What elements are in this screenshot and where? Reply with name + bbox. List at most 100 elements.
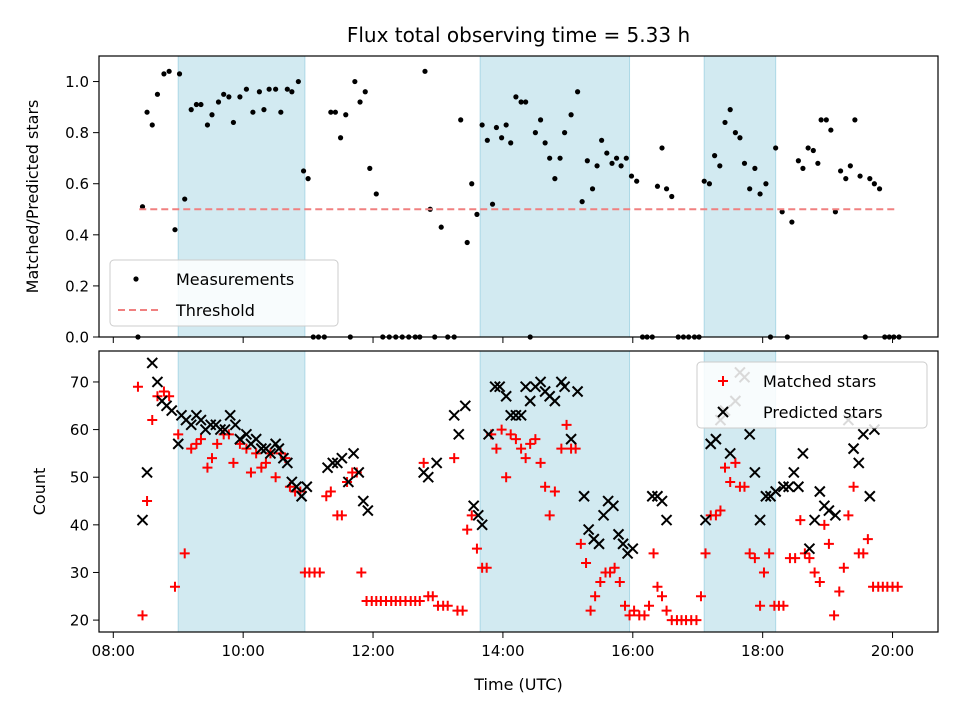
- ratio-panel: 0.0 0.2 0.4 0.6 0.8 1.0 Matched/Predicted star…: [23, 55, 939, 347]
- legend-marker: [718, 376, 728, 386]
- x-tick-label: 10:00: [222, 642, 265, 660]
- predicted-stars-point: [430, 457, 443, 469]
- measurement-point: [712, 153, 718, 159]
- y-tick-label: 1.0: [65, 73, 89, 91]
- predicted-stars-point: [151, 376, 164, 388]
- predicted-stars-point: [264, 447, 277, 460]
- measurement-point: [805, 145, 811, 151]
- predicted-stars-point: [234, 433, 246, 445]
- matched-stars-point: [228, 457, 239, 468]
- measurement-point: [737, 135, 743, 141]
- matched-stars-point: [260, 457, 271, 468]
- measurement-point: [659, 145, 665, 151]
- measurement-point: [773, 145, 779, 151]
- measurement-point: [763, 181, 769, 187]
- predicted-stars-point: [467, 500, 480, 512]
- matched-stars-point: [652, 581, 663, 592]
- measurement-point: [795, 158, 801, 164]
- matched-stars-point: [137, 610, 148, 621]
- matched-stars-point: [336, 510, 347, 521]
- measurement-point: [144, 109, 150, 115]
- matched-stars-point: [814, 576, 825, 587]
- predicted-stars-point: [301, 481, 313, 493]
- predicted-stars-point: [582, 523, 595, 536]
- matched-stars-point: [202, 462, 213, 473]
- y-tick-label: 20: [70, 612, 89, 630]
- measurement-point: [557, 155, 563, 161]
- predicted-stars-point: [792, 481, 805, 493]
- matched-stars-point: [648, 548, 659, 559]
- predicted-stars-point: [353, 466, 365, 479]
- measurement-point: [489, 201, 496, 207]
- y-tick-label: 70: [70, 373, 89, 391]
- matched-stars-point: [535, 457, 546, 468]
- predicted-stars-point: [607, 500, 620, 512]
- measurement-point: [266, 86, 272, 92]
- predicted-stars-point: [255, 442, 268, 455]
- measurement-point: [594, 163, 600, 169]
- matched-stars-point: [661, 605, 672, 616]
- x-axis-label: Time (UTC): [473, 675, 562, 694]
- measurement-point: [284, 86, 290, 92]
- measurement-point: [589, 186, 596, 192]
- matched-stars-point: [186, 443, 197, 454]
- matched-stars-point: [764, 548, 775, 559]
- measurement-point: [532, 130, 538, 136]
- matched-stars-point: [147, 415, 158, 426]
- observing-window-2: [479, 55, 631, 338]
- measurement-point: [499, 135, 505, 141]
- matched-stars-point: [834, 586, 845, 597]
- measurement-point: [474, 211, 480, 217]
- predicted-stars-point: [857, 428, 870, 441]
- legend-box: [109, 259, 339, 327]
- measurement-point: [367, 165, 373, 171]
- legend: Matched stars Predicted stars: [696, 361, 928, 429]
- measurement-point: [609, 160, 615, 166]
- measurement-point: [362, 89, 368, 95]
- predicted-stars-point: [534, 376, 547, 388]
- measurement-point: [176, 71, 183, 77]
- predicted-stars-point: [656, 495, 668, 507]
- measurement-point: [613, 155, 620, 161]
- matched-stars-point: [418, 457, 429, 468]
- x-tick-label: 12:00: [351, 642, 394, 660]
- predicted-stars-point: [847, 442, 860, 455]
- legend-label: Predicted stars: [763, 403, 883, 422]
- measurement-point: [752, 165, 758, 171]
- predicted-stars-point: [240, 428, 253, 441]
- matched-stars-point: [356, 567, 367, 578]
- predicted-stars-point: [782, 481, 795, 493]
- axes-frame: [98, 55, 939, 338]
- predicted-stars-point: [754, 514, 766, 526]
- matched-stars-point: [206, 453, 217, 464]
- y-tick-label: 0.2: [65, 277, 89, 295]
- measurement-point: [663, 186, 670, 192]
- matched-stars-point: [540, 481, 551, 492]
- predicted-stars-point: [558, 381, 571, 393]
- matched-stars-point: [179, 548, 190, 559]
- predicted-stars-point: [617, 538, 629, 550]
- measurement-point: [182, 196, 188, 202]
- measurement-point: [574, 89, 581, 95]
- measurement-point: [261, 107, 267, 113]
- series-matched-stars: [132, 381, 903, 626]
- y-axis-label: Matched/Predicted stars: [23, 100, 42, 294]
- measurement-point: [464, 239, 470, 246]
- y-tick-label: 60: [70, 421, 89, 439]
- measurement-point: [779, 209, 785, 215]
- predicted-stars-point: [295, 490, 308, 502]
- measurement-point: [599, 137, 605, 143]
- measurement-point: [243, 86, 250, 92]
- predicted-stars-point: [141, 466, 153, 479]
- matched-stars-point: [809, 567, 820, 578]
- predicted-stars-point: [204, 419, 217, 431]
- matched-stars-point: [427, 591, 438, 602]
- observing-window-1: [177, 350, 306, 633]
- predicted-stars-point: [448, 409, 460, 422]
- matched-stars-point: [191, 438, 202, 449]
- measurement-point: [295, 78, 301, 85]
- measurement-point: [523, 99, 529, 105]
- matched-stars-point: [581, 557, 592, 568]
- measurement-point: [828, 127, 834, 133]
